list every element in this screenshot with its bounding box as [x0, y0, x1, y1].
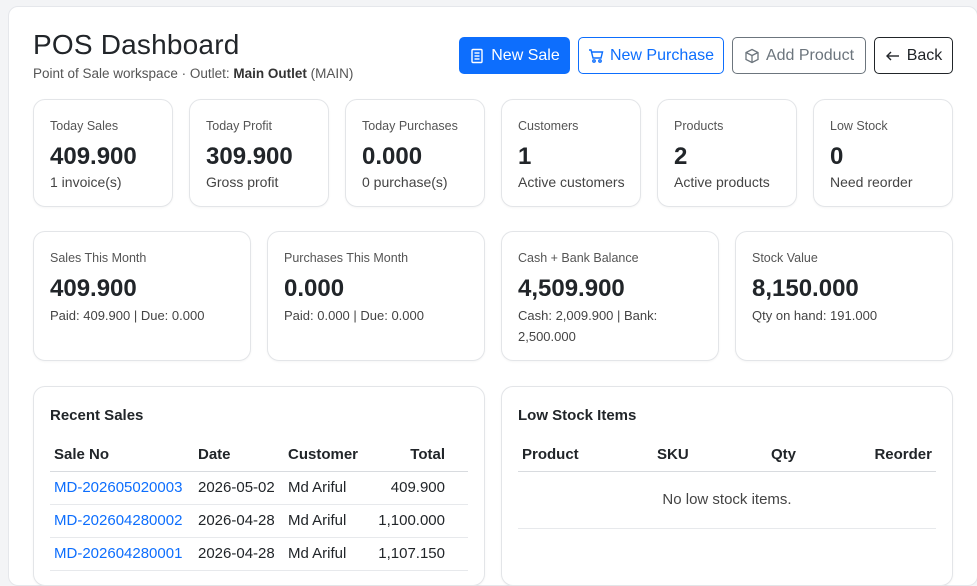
stat-value: 8,150.000 [752, 275, 859, 302]
table-header-row: Product SKU Qty Reorder [518, 439, 936, 472]
box-icon [745, 48, 759, 63]
back-button[interactable]: Back [874, 37, 953, 74]
stat-label: Purchases This Month [284, 251, 409, 265]
low-stock-panel: Low Stock Items Product SKU Qty Reorder … [501, 386, 953, 586]
stat-card-today-sales: Today Sales 409.900 1 invoice(s) [33, 99, 173, 207]
col-sale-no: Sale No [50, 439, 194, 472]
sale-extra: 0 [449, 504, 468, 538]
stat-value: 1 [518, 143, 532, 170]
stat-sub: Active products [674, 174, 770, 190]
new-sale-button[interactable]: New Sale [459, 37, 570, 74]
page-subtitle: Point of Sale workspace · Outlet: Main O… [33, 66, 353, 81]
stat-sub: 0 purchase(s) [362, 174, 448, 190]
sale-link[interactable]: MD-202604280002 [54, 512, 183, 529]
stat-value: 0.000 [362, 143, 423, 170]
stat-card-sales-month: Sales This Month 409.900 Paid: 409.900 |… [33, 231, 251, 361]
col-product: Product [518, 439, 653, 472]
dashboard-page: POS Dashboard Point of Sale workspace · … [8, 6, 977, 586]
stat-sub: Qty on hand: 191.000 [752, 308, 878, 323]
stat-sub: Need reorder [830, 174, 913, 190]
outlet-code: (MAIN) [310, 66, 354, 81]
sale-customer: Md Ariful [284, 504, 369, 538]
sale-total: 409.900 [369, 471, 449, 505]
stat-label: Cash + Bank Balance [518, 251, 639, 265]
sale-customer: Md Ariful [284, 537, 369, 571]
stat-card-low-stock: Low Stock 0 Need reorder [813, 99, 953, 207]
new-sale-label: New Sale [491, 46, 560, 64]
stat-sub: 1 invoice(s) [50, 174, 122, 190]
stat-sub: Active customers [518, 174, 625, 190]
sale-total: 1,100.000 [369, 504, 449, 538]
col-customer: Customer [284, 439, 369, 472]
add-product-button[interactable]: Add Product [732, 37, 866, 74]
sale-extra: 107 [449, 537, 468, 571]
col-total: Total [369, 439, 449, 472]
stat-label: Stock Value [752, 251, 818, 265]
recent-sales-title: Recent Sales [50, 407, 144, 424]
stat-label: Customers [518, 119, 579, 133]
table-header-row: Sale No Date Customer Total [50, 439, 468, 472]
stat-card-customers: Customers 1 Active customers [501, 99, 641, 207]
col-sku: SKU [653, 439, 733, 472]
add-product-label: Add Product [765, 46, 855, 64]
recent-sales-scroll[interactable]: Sale No Date Customer Total MD-202605020… [50, 439, 468, 579]
table-row: MD-202604280002 2026-04-28 Md Ariful 1,1… [50, 504, 468, 538]
sale-link[interactable]: MD-202604280001 [54, 545, 183, 562]
sale-date: 2026-05-02 [194, 471, 284, 505]
col-extra [449, 439, 468, 472]
stat-label: Today Sales [50, 119, 119, 133]
cart-icon [588, 48, 604, 63]
empty-message: No low stock items. [518, 471, 936, 529]
stat-card-stock-value: Stock Value 8,150.000 Qty on hand: 191.0… [735, 231, 953, 361]
stat-value: 4,509.900 [518, 275, 625, 302]
stat-label: Today Purchases [362, 119, 458, 133]
sale-date: 2026-04-28 [194, 537, 284, 571]
recent-sales-panel: Recent Sales Sale No Date Customer Total… [33, 386, 485, 586]
table-row: MD-202604280001 2026-04-28 Md Ariful 1,1… [50, 537, 468, 571]
stat-sub: Paid: 0.000 | Due: 0.000 [284, 308, 424, 323]
stat-card-today-purchases: Today Purchases 0.000 0 purchase(s) [345, 99, 485, 207]
receipt-icon [471, 48, 483, 63]
stat-value: 2 [674, 143, 688, 170]
col-qty: Qty [733, 439, 800, 472]
back-label: Back [906, 46, 943, 64]
stat-sub: Paid: 409.900 | Due: 0.000 [50, 308, 205, 323]
stat-sub: Gross profit [206, 174, 279, 190]
low-stock-table: Product SKU Qty Reorder No low stock ite… [518, 439, 936, 529]
stat-card-products: Products 2 Active products [657, 99, 797, 207]
stat-card-purchases-month: Purchases This Month 0.000 Paid: 0.000 |… [267, 231, 485, 361]
sale-date: 2026-04-28 [194, 504, 284, 538]
subtitle-prefix: Point of Sale workspace · Outlet: [33, 66, 234, 81]
stat-value: 409.900 [50, 143, 137, 170]
stat-card-cash-bank: Cash + Bank Balance 4,509.900 Cash: 2,00… [501, 231, 719, 361]
empty-row: No low stock items. [518, 471, 936, 529]
col-date: Date [194, 439, 284, 472]
stat-card-today-profit: Today Profit 309.900 Gross profit [189, 99, 329, 207]
stat-label: Products [674, 119, 724, 133]
new-purchase-label: New Purchase [609, 46, 715, 64]
arrow-left-icon [885, 51, 899, 60]
page-title: POS Dashboard [33, 29, 240, 60]
low-stock-title: Low Stock Items [518, 407, 637, 424]
col-reorder: Reorder [800, 439, 936, 472]
sale-extra: 0 [449, 471, 468, 505]
stat-value: 0 [830, 143, 844, 170]
recent-sales-table: Sale No Date Customer Total MD-202605020… [50, 439, 468, 571]
stat-sub: Cash: 2,009.900 | Bank: 2,500.000 [518, 308, 658, 344]
sale-link[interactable]: MD-202605020003 [54, 479, 183, 496]
stat-label: Sales This Month [50, 251, 147, 265]
stat-value: 409.900 [50, 275, 137, 302]
sale-customer: Md Ariful [284, 471, 369, 505]
table-row: MD-202605020003 2026-05-02 Md Ariful 409… [50, 471, 468, 505]
sale-total: 1,107.150 [369, 537, 449, 571]
new-purchase-button[interactable]: New Purchase [578, 37, 724, 74]
stat-value: 0.000 [284, 275, 345, 302]
outlet-name: Main Outlet [233, 66, 307, 81]
stat-label: Today Profit [206, 119, 273, 133]
stat-value: 309.900 [206, 143, 293, 170]
stat-label: Low Stock [830, 119, 888, 133]
